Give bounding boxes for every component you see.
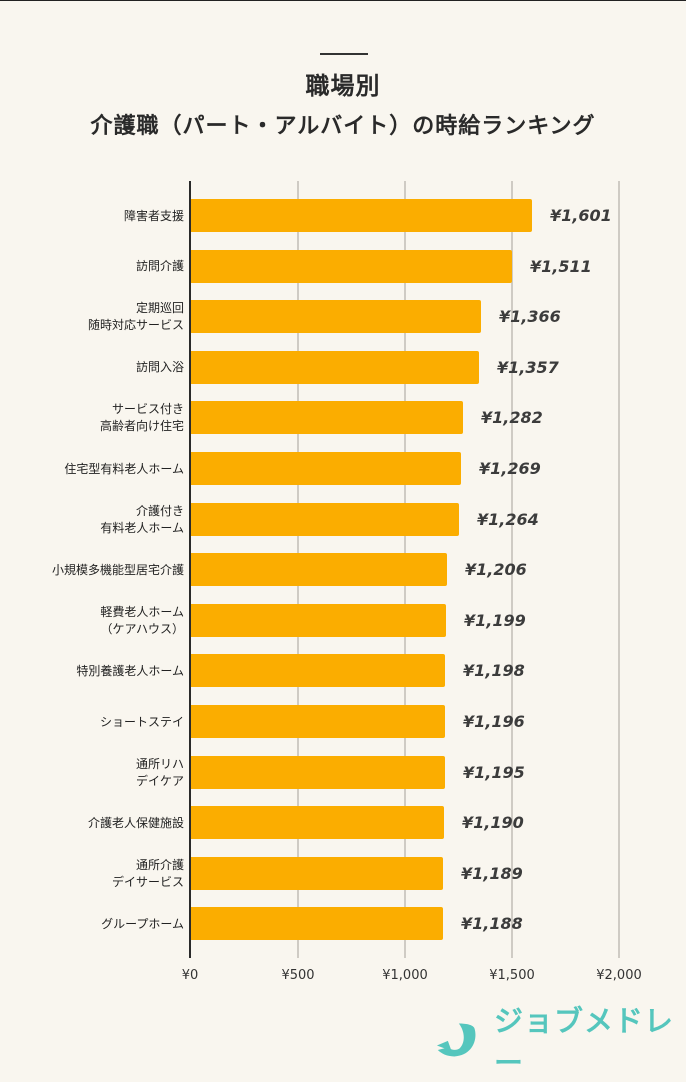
bar-category-label: 訪問介護 xyxy=(135,259,184,274)
chart-subtitle: 介護職（パート・アルバイト）の時給ランキング xyxy=(90,114,596,139)
bar-category-label: 小規模多機能型居宅介護 xyxy=(51,562,184,577)
bar-row: 訪問介護 ¥1,511 xyxy=(0,249,686,284)
bar-row: 特別養護老人ホーム ¥1,198 xyxy=(0,654,686,688)
x-tick-label: ¥1,000 xyxy=(382,968,428,983)
bar-value-label: ¥1,366 xyxy=(499,307,561,327)
bar-value-label: ¥1,282 xyxy=(481,408,543,428)
bar-value-label: ¥1,601 xyxy=(550,206,612,225)
bar-category-label: 軽費老人ホーム （ケアハウス） xyxy=(100,604,184,636)
bar-row: 定期巡回 随時対応サービス ¥1,366 xyxy=(0,300,686,334)
gridline-1500 xyxy=(511,181,513,958)
top-border xyxy=(0,0,686,1)
bar xyxy=(191,705,445,738)
bar-row: 通所リハ デイケア ¥1,195 xyxy=(0,755,686,790)
logo-text: ジョブメドレー xyxy=(494,1004,675,1080)
bar xyxy=(191,603,446,637)
bar-value-label: ¥1,188 xyxy=(461,914,523,934)
bar-category-label: 介護老人保健施設 xyxy=(87,815,184,830)
chart-title: 職場別 xyxy=(305,72,381,100)
bar-category-label: 特別養護老人ホーム xyxy=(76,663,184,678)
bar-category-label: 訪問入浴 xyxy=(135,360,184,375)
bar-value-label: ¥1,196 xyxy=(463,712,525,731)
bar xyxy=(191,654,445,688)
bar xyxy=(191,907,443,941)
bar-row: 住宅型有料老人ホーム ¥1,269 xyxy=(0,452,686,486)
bar-row: 介護付き 有料老人ホーム ¥1,264 xyxy=(0,502,686,537)
bar xyxy=(191,300,481,334)
y-axis-line xyxy=(189,181,191,958)
gridline-2000 xyxy=(618,181,620,958)
title-rule xyxy=(320,53,368,55)
bar-value-label: ¥1,357 xyxy=(497,357,559,377)
bar xyxy=(191,806,444,840)
bar-row: サービス付き 高齢者向け住宅 ¥1,282 xyxy=(0,401,686,435)
bar-category-label: 定期巡回 随時対応サービス xyxy=(87,301,184,333)
bar-category-label: 住宅型有料老人ホーム xyxy=(64,461,184,476)
bar-row: 軽費老人ホーム （ケアハウス） ¥1,199 xyxy=(0,603,686,638)
bar-value-label: ¥1,195 xyxy=(463,762,525,782)
bar xyxy=(191,755,445,789)
bar-category-label: 介護付き 有料老人ホーム xyxy=(100,503,184,535)
x-tick-label: ¥2,000 xyxy=(596,968,642,983)
bar xyxy=(191,401,463,435)
bar xyxy=(191,502,459,536)
bar xyxy=(191,350,479,384)
bar-category-label: グループホーム xyxy=(101,916,184,931)
x-tick-label: ¥500 xyxy=(281,968,315,983)
bar-row: 通所介護 デイサービス ¥1,189 xyxy=(0,856,686,891)
x-tick-label: ¥0 xyxy=(181,968,199,983)
jobmedley-logo: ジョブメドレー xyxy=(436,1004,686,1080)
bar-value-label: ¥1,198 xyxy=(463,661,525,681)
bar-category-label: サービス付き 高齢者向け住宅 xyxy=(99,402,184,434)
bar-category-label: 通所リハ デイケア xyxy=(135,756,184,788)
bar-row: 障害者支援 ¥1,601 xyxy=(0,199,686,233)
jobmedley-logo-icon xyxy=(436,1023,476,1057)
bar xyxy=(191,452,461,485)
x-tick-label: ¥1,500 xyxy=(489,968,535,983)
bar xyxy=(191,856,443,890)
bar-value-label: ¥1,264 xyxy=(477,509,539,529)
bar-value-label: ¥1,206 xyxy=(465,560,527,580)
bar-value-label: ¥1,511 xyxy=(530,256,592,276)
bar-row: 小規模多機能型居宅介護 ¥1,206 xyxy=(0,553,686,587)
bar-category-label: 通所介護 デイサービス xyxy=(111,857,184,889)
bar-category-label: ショートステイ xyxy=(99,714,184,729)
bar-chart: 障害者支援 ¥1,601 訪問介護 ¥1,511 定期巡回 随時対応サービス ¥1,366… xyxy=(0,181,686,983)
bar-value-label: ¥1,269 xyxy=(479,459,541,478)
bar xyxy=(191,553,447,587)
bar-category-label: 障害者支援 xyxy=(123,208,184,223)
bar-value-label: ¥1,189 xyxy=(461,863,523,883)
bar-row: ショートステイ ¥1,196 xyxy=(0,705,686,739)
bar-row: グループホーム ¥1,188 xyxy=(0,907,686,941)
bar xyxy=(191,249,512,283)
bar-value-label: ¥1,190 xyxy=(462,813,524,833)
bar-value-label: ¥1,199 xyxy=(464,610,526,630)
bar-row: 介護老人保健施設 ¥1,190 xyxy=(0,806,686,840)
bar-row: 訪問入浴 ¥1,357 xyxy=(0,350,686,385)
bar xyxy=(191,199,532,232)
